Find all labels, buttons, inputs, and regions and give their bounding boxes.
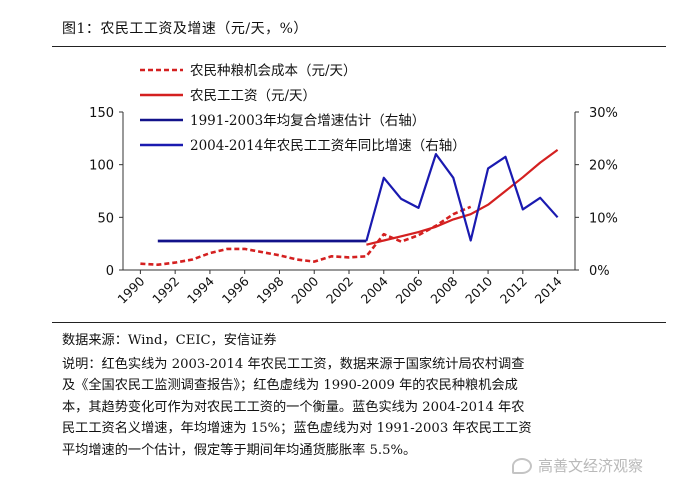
x-axis-tick-label: 2000 (288, 273, 321, 306)
series-line-4 (365, 153, 559, 242)
x-axis-tick-label: 2004 (358, 273, 391, 306)
x-axis-tick-label: 2014 (532, 273, 565, 306)
bottom-rule (52, 322, 666, 323)
x-axis-tick-label: 1996 (219, 273, 252, 306)
legend-entry-label: 农民种粮机会成本（元/天） (190, 63, 357, 79)
watermark: 高善文经济观察 (512, 455, 643, 476)
note-line-5: 平均增速的一个估计，假定等于期间年均通货膨胀率 5.5%。 (62, 442, 417, 458)
x-axis-tick-label: 2012 (497, 274, 530, 307)
x-axis-tick-label: 2002 (323, 274, 356, 307)
left-axis-tick-label: 100 (89, 159, 114, 174)
note-line-2: 及《全国农民工监测调查报告》；红色虚线为 1990-2009 年的农民种粮机会成 (62, 378, 518, 394)
x-axis-tick-label: 1994 (184, 273, 217, 306)
legend-entry-label: 农民工工资（元/天） (190, 88, 316, 104)
series-layer (140, 149, 559, 267)
x-axis-tick-label: 2006 (393, 273, 426, 306)
wechat-icon (512, 457, 532, 474)
note-line-1: 说明：红色实线为 2003-2014 年农民工工资，数据来源于国家统计局农村调查 (62, 356, 525, 372)
figure-notes: 数据来源：Wind，CEIC，安信证券 说明：红色实线为 2003-2014 年… (62, 330, 666, 462)
series-line-1 (140, 205, 472, 267)
x-axis-tick-label: 2008 (427, 273, 460, 306)
top-rule (52, 46, 666, 47)
right-axis-tick-label: 0% (589, 264, 610, 279)
legend-entry-label: 2004-2014年农民工工资年同比增速（右轴） (190, 138, 466, 154)
left-axis-tick-label: 150 (89, 106, 114, 121)
data-source: 数据来源：Wind，CEIC，安信证券 (62, 333, 277, 348)
note-line-4: 民工工资名义增速，年均增速为 15%；蓝色虚线为对 1991-2003 年农民工… (62, 421, 532, 437)
figure-title: 图1：农民工工资及增速（元/天，%） (62, 21, 308, 37)
legend-entry-label: 1991-2003年均复合增速估计（右轴） (190, 112, 425, 129)
axes: 0 50 100 150 0% 10% 20% 30% 1990 1992 1994 1996 1998… (89, 106, 618, 307)
left-axis-tick-label: 50 (97, 211, 114, 226)
line-chart: 0 50 100 150 0% 10% 20% 30% 1990 1992 1994 1996 1998… (89, 63, 618, 307)
x-axis-tick-label: 1990 (114, 273, 147, 306)
series-line-2 (366, 149, 559, 246)
right-axis-tick-label: 30% (589, 106, 618, 121)
right-axis-tick-label: 10% (589, 211, 618, 226)
right-axis-tick-label: 20% (589, 159, 618, 174)
legend: 农民种粮机会成本（元/天） 农民工工资（元/天） 1991-2003年均复合增速估计… (140, 63, 466, 154)
x-axis-tick-label: 1998 (253, 273, 286, 306)
left-axis-tick-label: 0 (106, 264, 114, 279)
watermark-text: 高善文经济观察 (538, 457, 644, 475)
x-axis-tick-label: 1992 (149, 274, 182, 307)
note-line-3: 本，其趋势变化可作为对农民工工资的一个衡量。蓝色实线为 2004-2014 年农 (62, 399, 525, 415)
x-axis-tick-label: 2010 (462, 273, 495, 306)
